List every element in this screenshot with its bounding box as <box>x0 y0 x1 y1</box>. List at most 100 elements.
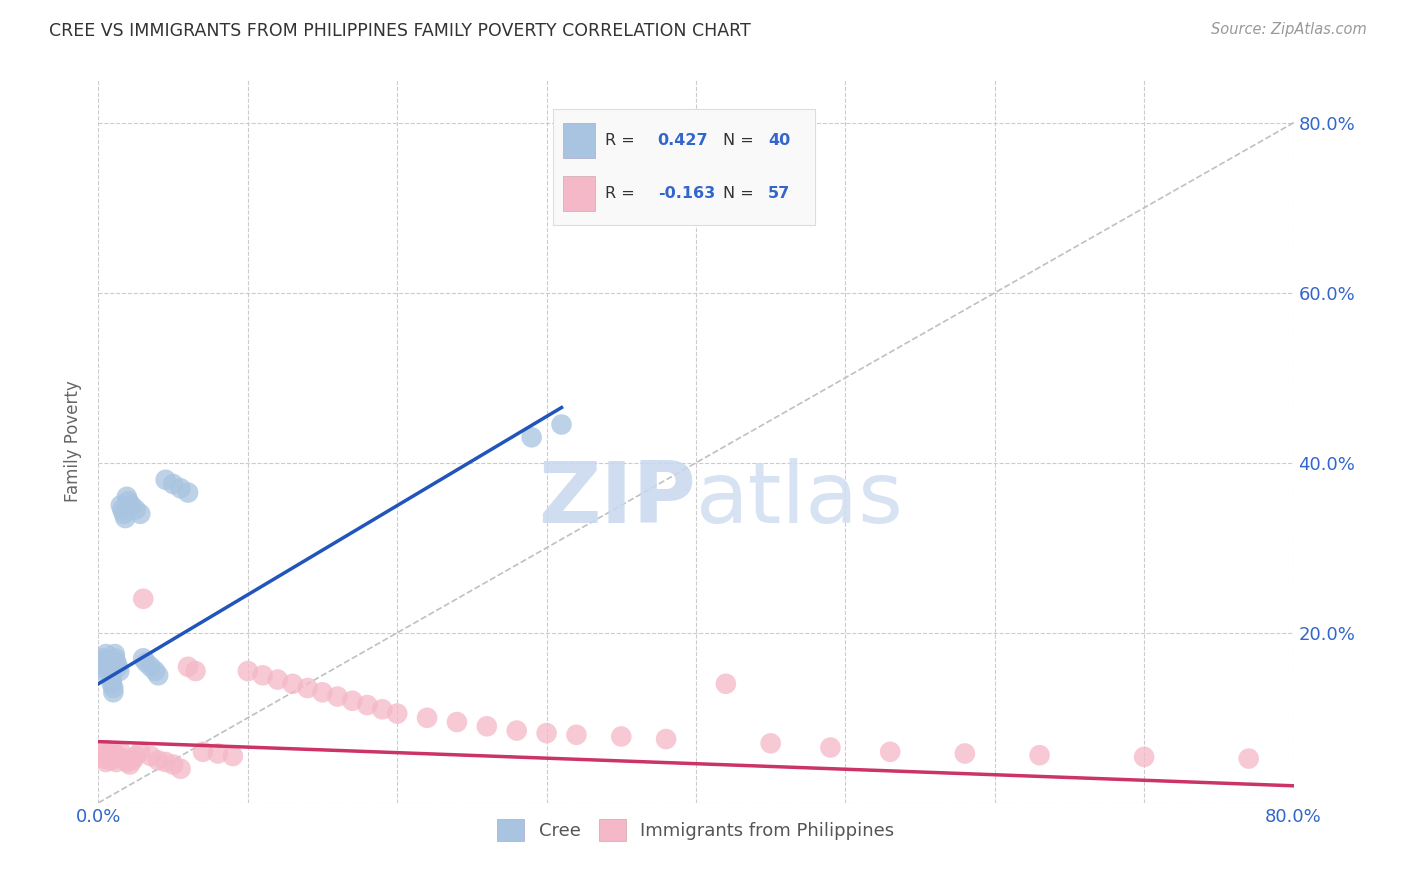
Point <box>112 751 135 765</box>
Point <box>114 511 136 525</box>
Point <box>169 762 191 776</box>
Point <box>111 502 134 516</box>
Point <box>177 485 200 500</box>
Point <box>101 749 124 764</box>
Point <box>110 498 132 512</box>
Point <box>90 749 112 764</box>
Point <box>385 706 409 721</box>
Point <box>714 677 737 691</box>
Point <box>91 745 114 759</box>
Point <box>222 749 245 764</box>
Point <box>104 651 127 665</box>
Point <box>94 755 117 769</box>
Point <box>97 656 120 670</box>
Point <box>820 740 842 755</box>
Point <box>93 656 115 670</box>
Point <box>93 751 115 765</box>
Point <box>94 653 117 667</box>
Point <box>110 745 132 759</box>
Point <box>91 651 114 665</box>
Point <box>97 747 120 761</box>
Point <box>371 702 394 716</box>
Text: ZIP: ZIP <box>538 458 696 541</box>
Point <box>139 749 162 764</box>
Point <box>129 745 152 759</box>
Point <box>94 647 117 661</box>
Point <box>326 690 349 704</box>
Point <box>416 711 439 725</box>
Point <box>98 664 122 678</box>
Point <box>565 728 588 742</box>
Text: atlas: atlas <box>696 458 904 541</box>
Point <box>107 749 129 764</box>
Point <box>759 736 782 750</box>
Point <box>162 477 184 491</box>
Point <box>342 694 364 708</box>
Point <box>98 753 122 767</box>
Point <box>143 664 166 678</box>
Point <box>120 498 142 512</box>
Point <box>115 755 138 769</box>
Point <box>132 591 155 606</box>
Point <box>96 658 118 673</box>
Point <box>207 747 229 761</box>
Point <box>115 490 138 504</box>
Text: Source: ZipAtlas.com: Source: ZipAtlas.com <box>1211 22 1367 37</box>
Point <box>132 651 155 665</box>
Point <box>104 751 127 765</box>
Point <box>1237 751 1260 765</box>
Point <box>162 757 184 772</box>
Point <box>610 730 633 744</box>
Point <box>506 723 529 738</box>
Point <box>297 681 319 695</box>
Point <box>155 755 177 769</box>
Point <box>112 507 135 521</box>
Point <box>101 677 124 691</box>
Point <box>117 494 139 508</box>
Point <box>184 664 207 678</box>
Y-axis label: Family Poverty: Family Poverty <box>65 381 83 502</box>
Point <box>953 747 976 761</box>
Point <box>281 677 304 691</box>
Point <box>103 745 125 759</box>
Point <box>129 507 152 521</box>
Text: CREE VS IMMIGRANTS FROM PHILIPPINES FAMILY POVERTY CORRELATION CHART: CREE VS IMMIGRANTS FROM PHILIPPINES FAMI… <box>49 22 751 40</box>
Point <box>311 685 333 699</box>
Point <box>177 660 200 674</box>
Point <box>356 698 378 712</box>
Point <box>148 668 170 682</box>
Point <box>446 714 468 729</box>
Point <box>118 757 141 772</box>
Point <box>104 647 127 661</box>
Point <box>879 745 901 759</box>
Point <box>101 673 124 687</box>
Point <box>550 417 572 432</box>
Point <box>191 745 214 759</box>
Point <box>169 481 191 495</box>
Point <box>98 668 122 682</box>
Point <box>155 473 177 487</box>
Point <box>655 732 678 747</box>
Point <box>105 755 128 769</box>
Point <box>121 753 143 767</box>
Point <box>125 749 148 764</box>
Point <box>89 660 111 674</box>
Point <box>135 656 157 670</box>
Point <box>125 502 148 516</box>
Point <box>108 664 131 678</box>
Point <box>475 719 498 733</box>
Point <box>97 661 120 675</box>
Point <box>267 673 290 687</box>
Point <box>236 664 259 678</box>
Point <box>520 430 543 444</box>
Point <box>139 660 162 674</box>
Point <box>252 668 274 682</box>
Point <box>1133 750 1156 764</box>
Legend: Cree, Immigrants from Philippines: Cree, Immigrants from Philippines <box>491 812 901 848</box>
Point <box>90 664 112 678</box>
Point <box>148 753 170 767</box>
Point <box>103 681 125 695</box>
Point <box>103 685 125 699</box>
Point <box>1028 748 1050 763</box>
Point <box>105 656 128 670</box>
